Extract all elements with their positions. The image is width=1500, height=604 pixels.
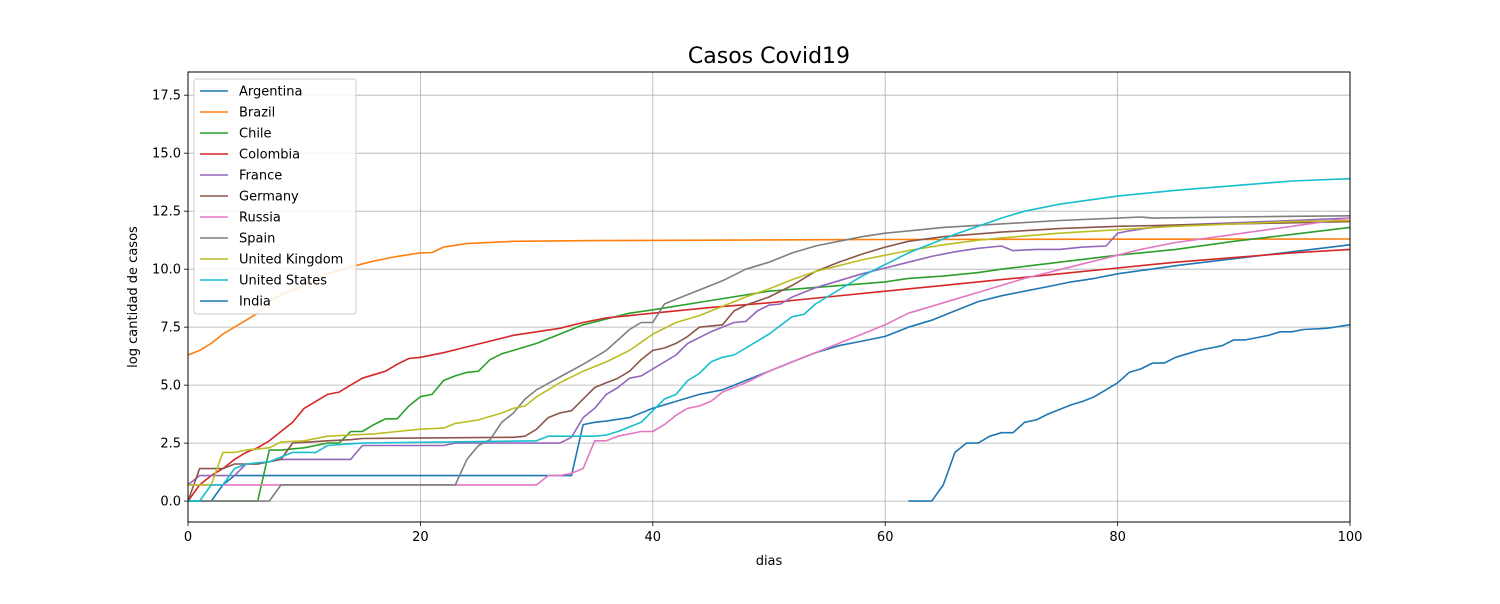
x-tick-label: 100	[1338, 530, 1363, 545]
y-tick-label: 17.5	[152, 89, 181, 104]
series-line-brazil	[187, 238, 1351, 356]
series-line-chile	[188, 226, 1351, 502]
legend-box	[193, 78, 357, 315]
legend-label-united-states: United States	[239, 274, 327, 289]
legend-label-chile: Chile	[239, 127, 272, 142]
y-tick-label: 2.5	[160, 437, 181, 452]
x-axis-label: dias	[756, 554, 783, 569]
y-tick-label: 0.0	[160, 495, 181, 510]
legend-label-germany: Germany	[239, 190, 299, 205]
x-tick-label: 20	[412, 530, 429, 545]
series-line-united-kingdom	[188, 219, 1351, 486]
y-tick-label: 12.5	[152, 205, 181, 220]
x-tick-label: 40	[645, 530, 662, 545]
legend-label-argentina: Argentina	[239, 85, 302, 100]
series-line-germany	[187, 220, 1351, 502]
y-tick-label: 10.0	[152, 263, 181, 278]
legend-label-colombia: Colombia	[239, 148, 300, 163]
chart-title: Casos Covid19	[688, 44, 850, 69]
y-tick-label: 5.0	[160, 379, 181, 394]
series-line-argentina	[188, 244, 1351, 502]
legend-label-spain: Spain	[239, 232, 275, 247]
legend-label-united-kingdom: United Kingdom	[239, 253, 343, 268]
series-line-russia	[188, 217, 1351, 486]
x-tick-label: 0	[184, 530, 192, 545]
x-tick-label: 80	[1109, 530, 1126, 545]
legend-label-france: France	[239, 169, 282, 184]
y-tick-label: 15.0	[152, 147, 181, 162]
series-line-spain	[188, 215, 1351, 502]
legend-entries: Argentina Brazil Chile Colombia France German…	[200, 85, 343, 310]
legend: Argentina Brazil Chile Colombia France German…	[193, 78, 357, 315]
x-tick-label: 60	[877, 530, 894, 545]
series-line-india	[908, 324, 1351, 502]
series-line-united-states	[188, 177, 1351, 502]
legend-label-india: India	[239, 295, 271, 310]
y-axis-ticks: 0.0 2.5 5.0 7.5 10.0 12.5 15.0 17.5	[152, 89, 188, 510]
series-lines	[187, 177, 1351, 502]
series-line-colombia	[187, 248, 1351, 502]
legend-label-brazil: Brazil	[239, 106, 275, 121]
plot-frame	[187, 71, 1351, 523]
x-axis-ticks: 0 20 40 60 80 100	[184, 522, 1363, 545]
series-line-france	[187, 217, 1351, 486]
legend-label-russia: Russia	[239, 211, 281, 226]
y-axis-label: log cantidad de casos	[126, 226, 141, 368]
y-tick-label: 7.5	[160, 321, 181, 336]
